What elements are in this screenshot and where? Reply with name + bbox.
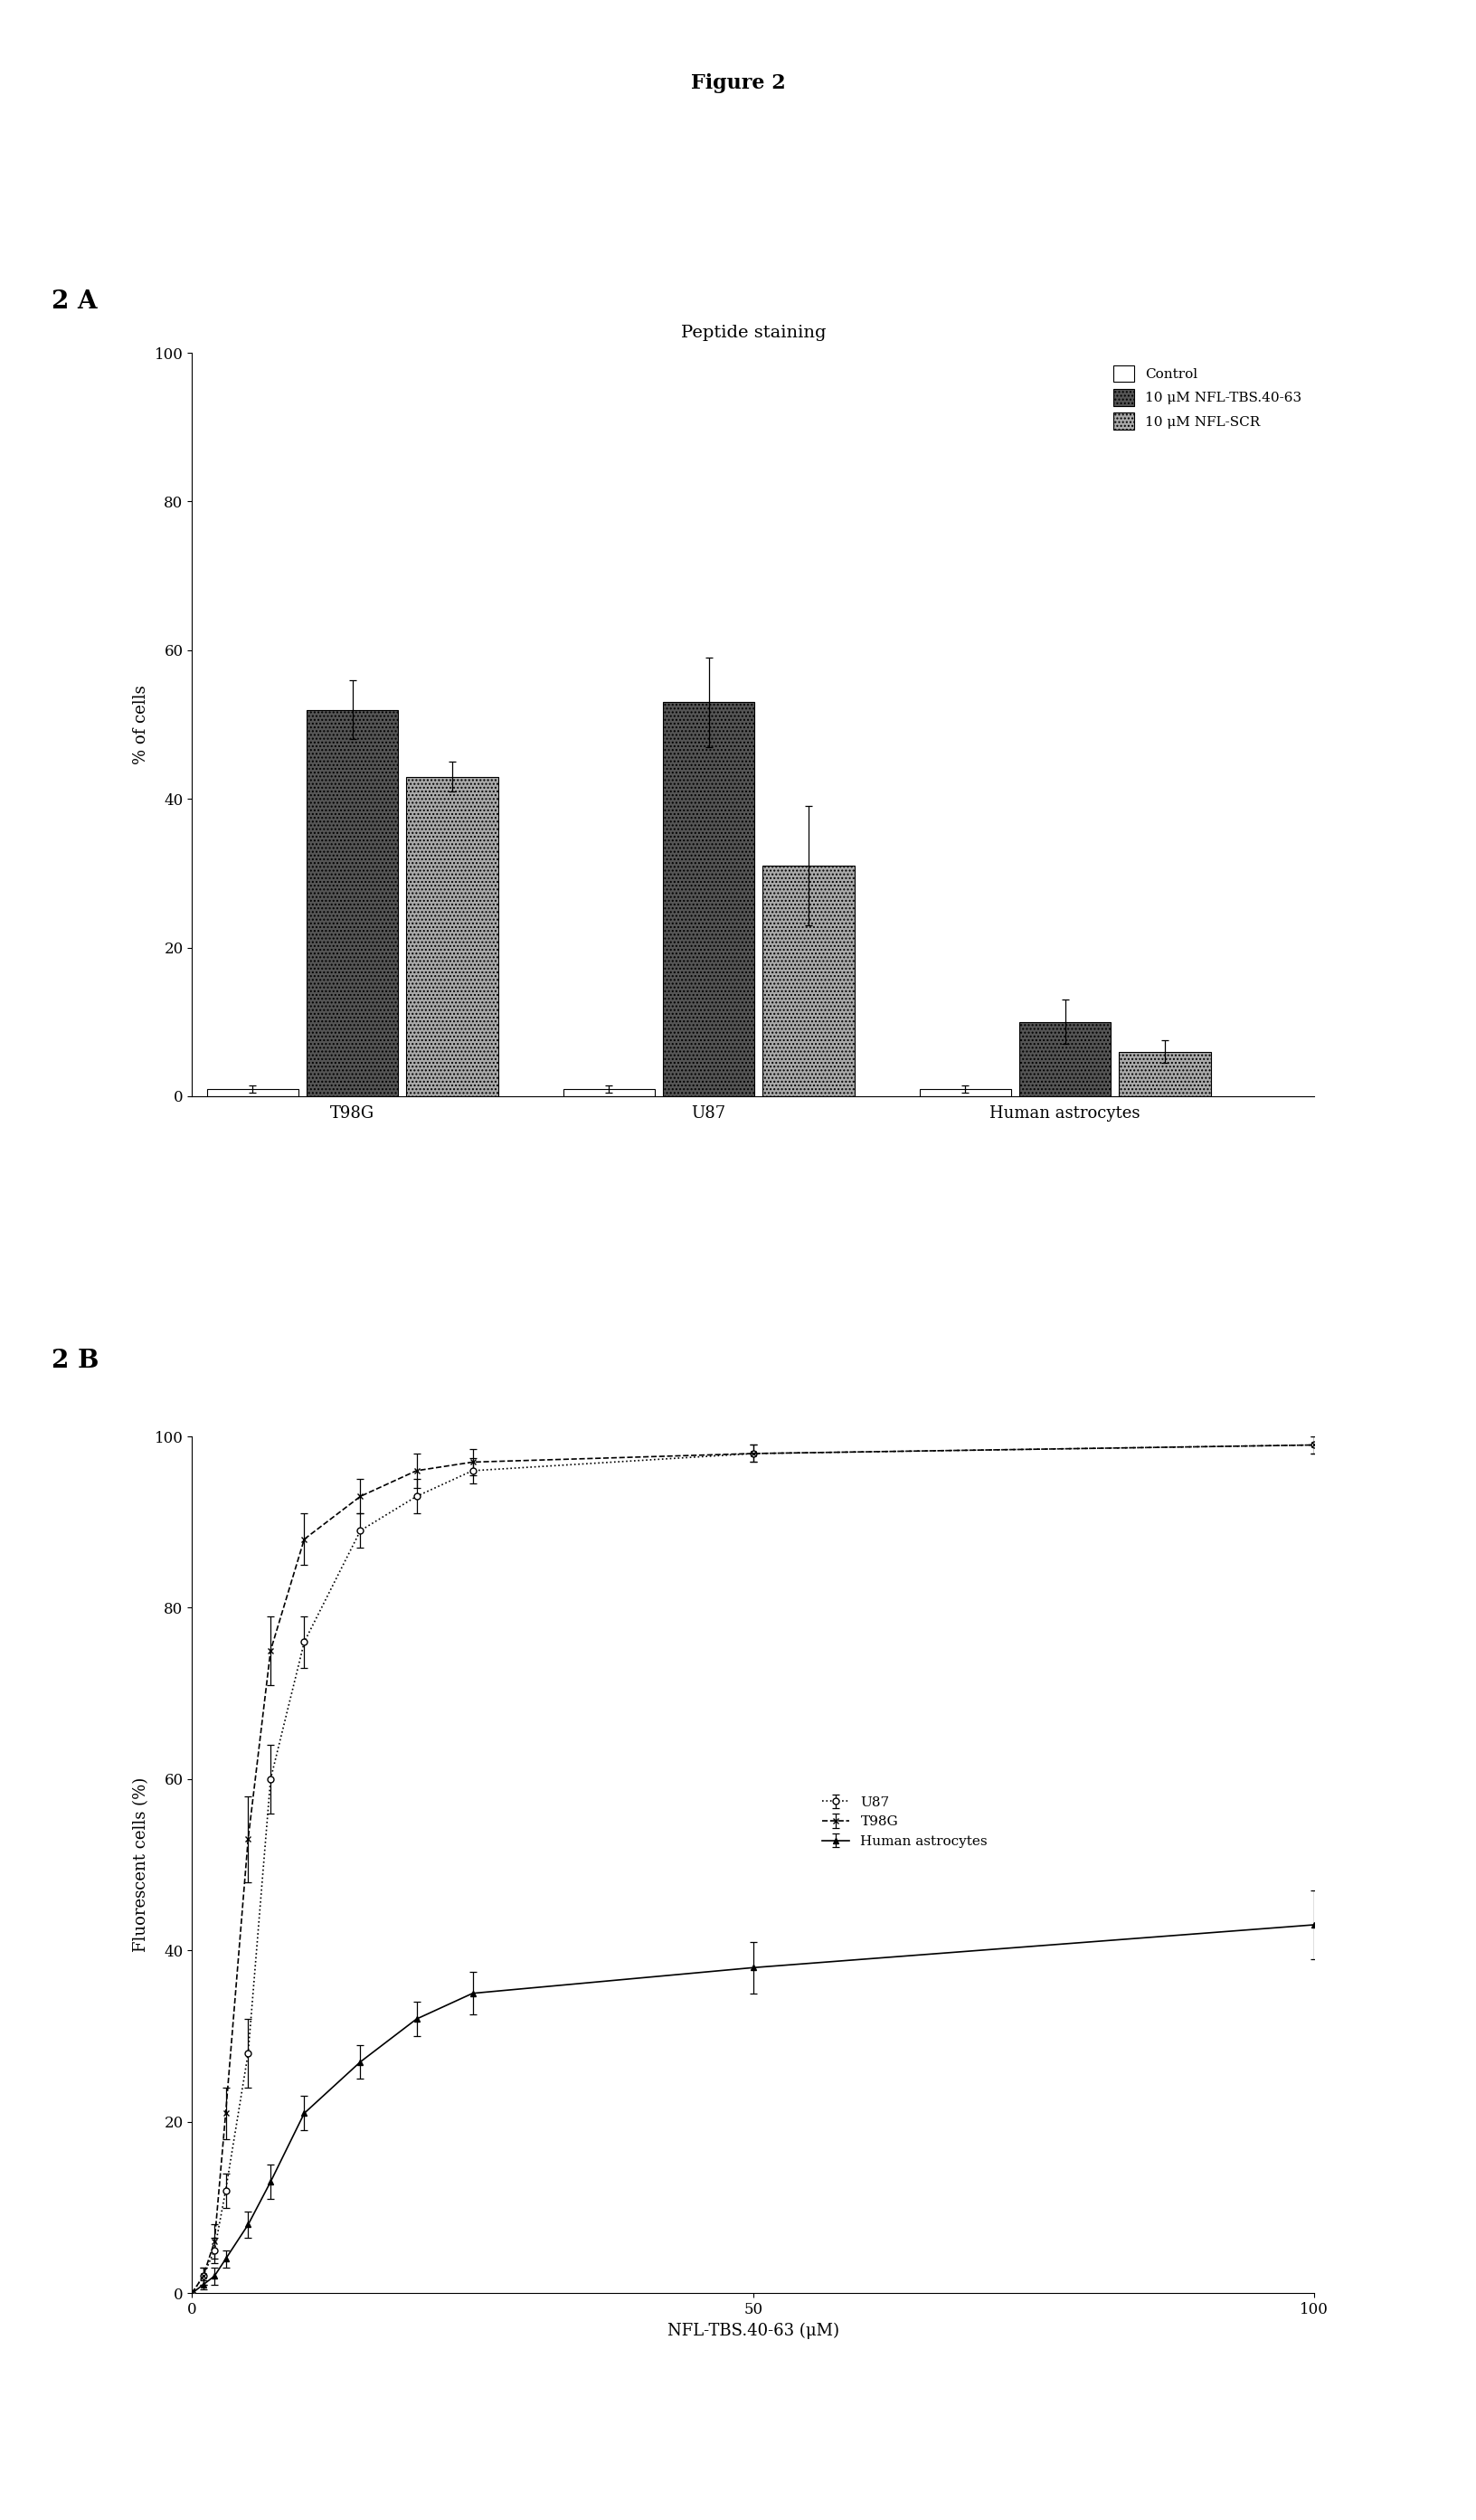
- Text: Figure 2: Figure 2: [691, 73, 785, 93]
- Bar: [1119, 1051, 1210, 1096]
- Y-axis label: % of cells: % of cells: [133, 685, 149, 764]
- Title: Peptide staining: Peptide staining: [680, 325, 825, 340]
- Bar: [918, 1089, 1011, 1096]
- Bar: [406, 776, 497, 1096]
- Y-axis label: Fluorescent cells (%): Fluorescent cells (%): [133, 1777, 149, 1953]
- Bar: [1018, 1023, 1110, 1096]
- Text: 2 B: 2 B: [52, 1348, 99, 1373]
- Bar: [562, 1089, 654, 1096]
- Bar: [207, 1089, 298, 1096]
- X-axis label: NFL-TBS.40-63 (μM): NFL-TBS.40-63 (μM): [667, 2323, 838, 2339]
- Legend: U87, T98G, Human astrocytes: U87, T98G, Human astrocytes: [816, 1792, 993, 1852]
- Bar: [762, 867, 853, 1096]
- Text: 2 A: 2 A: [52, 290, 97, 315]
- Bar: [663, 703, 754, 1096]
- Legend: Control, 10 μM NFL-TBS.40-63, 10 μM NFL-SCR: Control, 10 μM NFL-TBS.40-63, 10 μM NFL-…: [1107, 360, 1306, 436]
- Bar: [306, 711, 399, 1096]
